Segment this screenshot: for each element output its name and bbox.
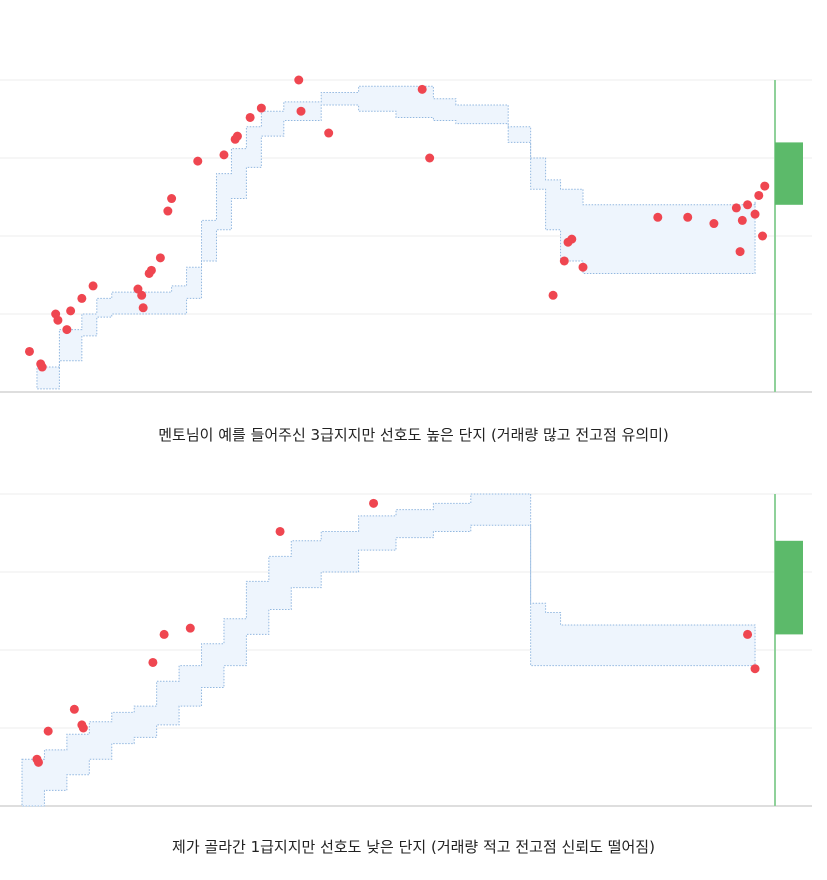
data-point	[256, 103, 266, 113]
data-point	[760, 181, 770, 191]
data-point	[735, 247, 745, 257]
data-point	[743, 629, 753, 639]
range-band	[36, 85, 756, 390]
data-point	[758, 231, 768, 241]
data-point	[159, 629, 169, 639]
data-point	[754, 190, 764, 200]
data-point	[653, 212, 663, 222]
data-point	[62, 325, 72, 335]
chart-2	[0, 480, 827, 820]
data-point	[750, 209, 760, 219]
data-point	[53, 315, 63, 325]
data-point	[425, 153, 435, 163]
data-point	[737, 215, 747, 225]
data-point	[78, 723, 88, 733]
data-point	[559, 256, 569, 266]
data-point	[275, 526, 285, 536]
chart-2-plot	[0, 493, 812, 807]
data-point	[185, 623, 195, 633]
data-point	[750, 664, 760, 674]
chart-1-plot	[0, 75, 812, 393]
data-point	[37, 362, 47, 372]
data-point	[163, 206, 173, 216]
data-point	[578, 262, 588, 272]
data-point	[69, 704, 79, 714]
data-point	[294, 75, 304, 85]
data-point	[743, 200, 753, 210]
data-point	[88, 281, 98, 291]
data-point	[232, 131, 242, 141]
data-point	[43, 726, 53, 736]
data-point	[324, 128, 334, 138]
data-point	[138, 303, 148, 313]
range-band	[21, 493, 756, 807]
data-point	[683, 212, 693, 222]
data-point	[137, 290, 147, 300]
data-point	[146, 265, 156, 275]
data-point	[731, 203, 741, 213]
data-point	[245, 112, 255, 122]
data-point	[24, 346, 34, 356]
data-point	[167, 194, 177, 204]
data-point	[296, 106, 306, 116]
data-point	[193, 156, 203, 166]
data-point	[219, 150, 229, 160]
data-point	[709, 219, 719, 229]
data-point	[77, 293, 87, 303]
current-range-box	[775, 142, 803, 205]
data-point	[66, 306, 76, 316]
chart-2-caption: 제가 골라간 1급지지만 선호도 낮은 단지 (거래량 적고 전고점 신뢰도 떨…	[172, 838, 655, 856]
data-point	[369, 498, 379, 508]
data-point	[148, 657, 158, 667]
current-range-box	[775, 540, 803, 635]
data-point	[155, 253, 165, 263]
chart-1-caption: 멘토님이 예를 들어주신 3급지지만 선호도 높은 단지 (거래량 많고 전고점…	[158, 426, 669, 444]
data-point	[417, 84, 427, 94]
data-point	[33, 757, 43, 767]
data-point	[548, 290, 558, 300]
chart-1	[0, 60, 827, 400]
data-point	[567, 234, 577, 244]
